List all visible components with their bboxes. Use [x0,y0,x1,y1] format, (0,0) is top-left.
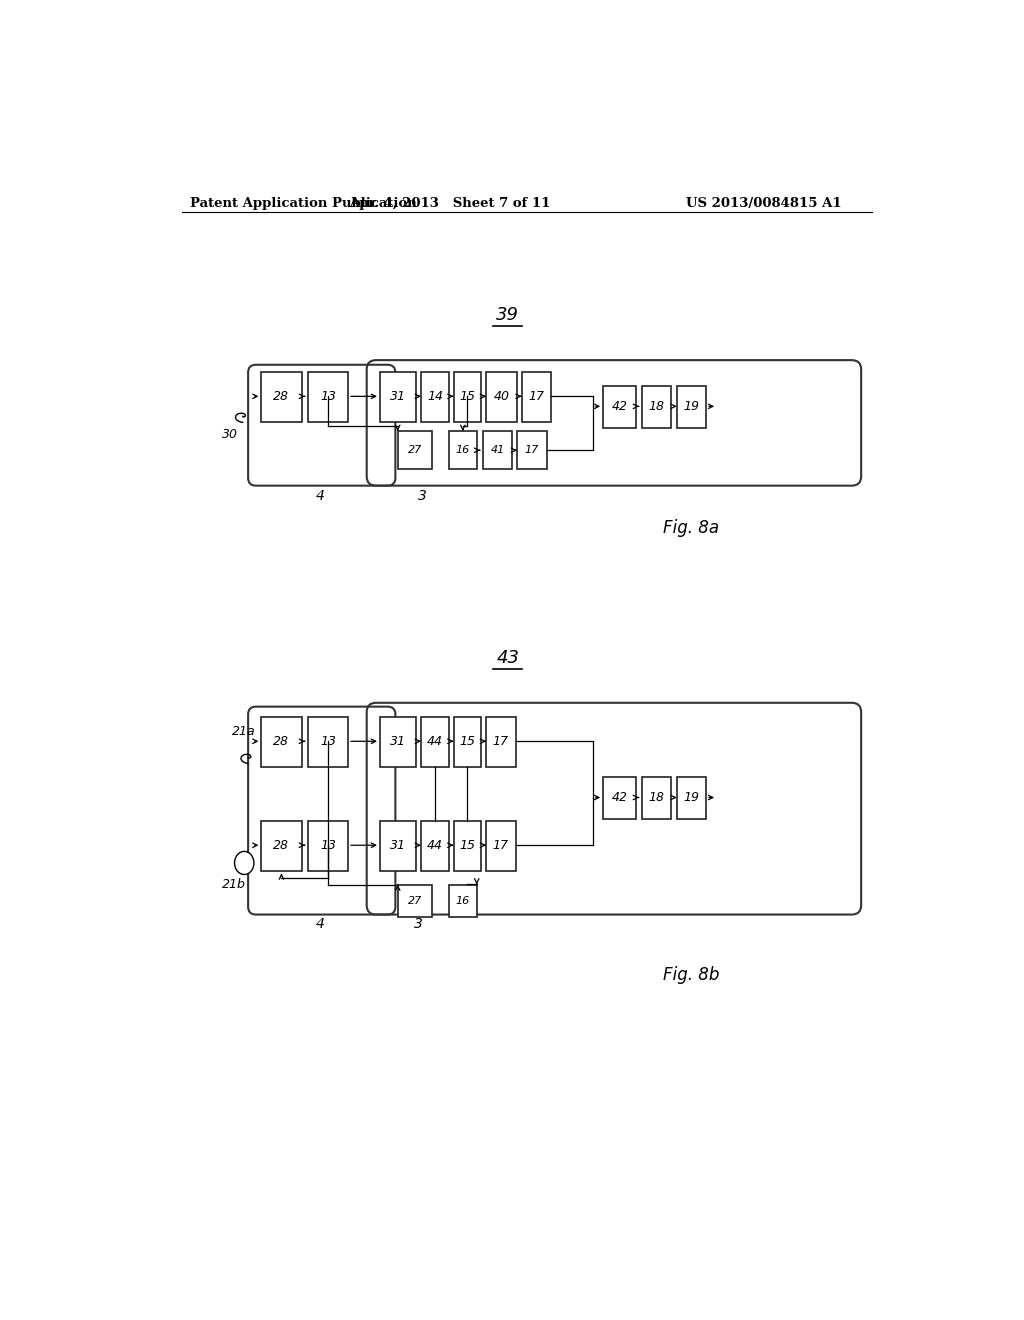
Bar [421,372,449,422]
Text: 42: 42 [611,792,628,804]
Bar [380,717,416,767]
Text: 18: 18 [648,400,665,413]
Text: 13: 13 [319,840,336,853]
Text: 43: 43 [497,648,519,667]
Bar [642,776,672,818]
Bar [261,821,302,871]
Text: 15: 15 [460,840,475,853]
Bar [454,372,481,422]
Text: 13: 13 [319,391,336,403]
Bar [483,430,512,470]
Bar [308,821,348,871]
Bar [517,430,547,470]
Bar [449,430,477,470]
Text: 3: 3 [418,490,427,503]
Bar [421,717,449,767]
Text: 18: 18 [648,792,665,804]
Text: 44: 44 [427,840,443,853]
Ellipse shape [234,851,254,875]
Bar [677,385,707,428]
Text: 42: 42 [611,400,628,413]
Bar [308,717,348,767]
Bar [397,430,432,470]
Text: 41: 41 [490,445,505,455]
Text: 44: 44 [427,735,443,748]
Text: 28: 28 [273,840,290,853]
Text: 39: 39 [497,306,519,323]
Text: Apr. 4, 2013   Sheet 7 of 11: Apr. 4, 2013 Sheet 7 of 11 [349,197,550,210]
Text: 16: 16 [456,445,470,455]
Bar [261,372,302,422]
Text: 14: 14 [427,391,443,403]
Text: 28: 28 [273,735,290,748]
Bar [449,884,477,917]
Text: 19: 19 [683,792,699,804]
Text: 17: 17 [524,445,539,455]
Text: US 2013/0084815 A1: US 2013/0084815 A1 [686,197,842,210]
Bar [603,776,636,818]
Bar [421,821,449,871]
Text: 31: 31 [390,735,406,748]
Bar [261,717,302,767]
Text: 4: 4 [315,490,325,503]
Text: 19: 19 [683,400,699,413]
Text: 17: 17 [493,735,509,748]
Bar [486,717,515,767]
Text: 31: 31 [390,840,406,853]
Bar [380,372,416,422]
Text: 30: 30 [222,428,239,441]
Text: 21b: 21b [222,878,246,891]
Bar [603,385,636,428]
Text: 21a: 21a [231,725,255,738]
Text: 3: 3 [414,917,423,931]
Text: Patent Application Publication: Patent Application Publication [190,197,417,210]
Bar [380,821,416,871]
Text: Fig. 8b: Fig. 8b [663,966,719,983]
Text: 15: 15 [460,391,475,403]
Text: 27: 27 [408,445,422,455]
Bar [677,776,707,818]
Text: 13: 13 [319,735,336,748]
Text: 40: 40 [494,391,510,403]
Bar [486,372,517,422]
Text: Fig. 8a: Fig. 8a [663,519,719,537]
Text: 17: 17 [493,840,509,853]
Text: 4: 4 [315,917,325,931]
Bar [308,372,348,422]
Text: 28: 28 [273,391,290,403]
Bar [397,884,432,917]
Text: 17: 17 [528,391,545,403]
Bar [454,717,481,767]
Text: 15: 15 [460,735,475,748]
Bar [454,821,481,871]
Bar [521,372,551,422]
Text: 27: 27 [408,896,422,906]
Text: 31: 31 [390,391,406,403]
Bar [642,385,672,428]
Text: 16: 16 [456,896,470,906]
Bar [486,821,515,871]
